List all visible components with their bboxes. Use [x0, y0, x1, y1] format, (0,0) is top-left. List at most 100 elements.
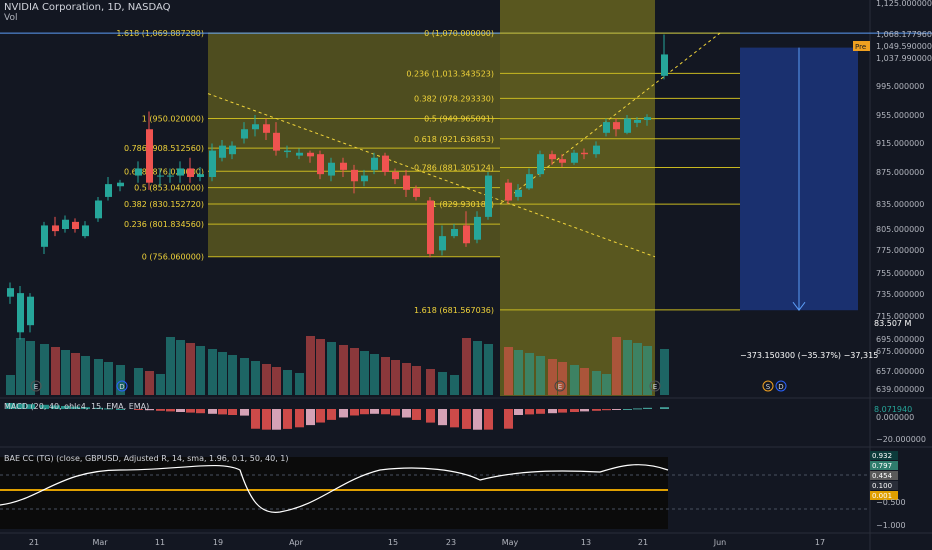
- volume-bar: [71, 353, 80, 395]
- fib-left-label: 0.786 (908.512560): [124, 144, 204, 153]
- bae-badge-text: 0.001: [872, 492, 892, 500]
- bae-signal: [0, 464, 669, 513]
- volume-bar: [145, 371, 154, 395]
- fib-right-label: 1.618 (681.567036): [414, 306, 494, 315]
- volume-bar: [61, 350, 70, 395]
- candle-body: [177, 168, 184, 176]
- volume-bar: [580, 368, 589, 395]
- candle-body: [197, 174, 204, 177]
- volume-bar: [218, 352, 227, 395]
- volume-bar: [327, 342, 336, 395]
- volume-bar: [339, 345, 348, 395]
- fib-left-label: 1 (950.020000): [142, 115, 204, 124]
- macd-zero: 0.000000: [876, 413, 914, 422]
- bae-badge: [870, 451, 898, 460]
- macd-bar: [612, 409, 621, 410]
- fib-right-label: 0 (1,070.000000): [424, 29, 494, 38]
- candle-body: [219, 145, 226, 158]
- trend-line-down: [207, 93, 656, 258]
- macd-bar: [40, 404, 49, 409]
- volume-label: Vol: [4, 13, 18, 23]
- volume-badge: 83.507 M: [874, 319, 912, 328]
- macd-bar: [462, 409, 471, 429]
- candle-body: [361, 175, 368, 182]
- candle-body: [328, 162, 335, 176]
- event-marker-text: E: [653, 383, 657, 391]
- fib-right-label: 0.786 (881.305124): [414, 164, 494, 173]
- candle-body: [296, 152, 303, 156]
- bae-badge: [870, 461, 898, 470]
- macd-bar: [71, 406, 80, 409]
- candle-body: [187, 168, 194, 177]
- volume-bar: [412, 366, 421, 395]
- fib-right-label: 0.382 (978.293330): [414, 94, 494, 103]
- price-tick: 1,037.990000: [876, 54, 932, 63]
- macd-bar: [166, 409, 175, 412]
- candle-body: [167, 175, 174, 177]
- candle-body: [559, 159, 566, 163]
- macd-bar: [412, 409, 421, 420]
- volume-bar: [196, 346, 205, 395]
- fib-right-label: 0.236 (1,013.343523): [406, 69, 494, 78]
- macd-bar: [370, 409, 379, 414]
- volume-bar: [381, 357, 390, 395]
- macd-bar: [602, 409, 611, 411]
- candle-body: [229, 145, 236, 155]
- volume-bar: [94, 359, 103, 395]
- volume-bar: [536, 356, 545, 395]
- fib-left-label: 0.618 (876.020000): [124, 167, 204, 176]
- volume-bar: [104, 362, 113, 395]
- candle-body: [307, 152, 314, 157]
- candle-body: [485, 175, 492, 217]
- event-marker-text: E: [34, 383, 38, 391]
- volume-bar: [51, 347, 60, 395]
- volume-bar: [166, 337, 175, 395]
- macd-bar: [251, 409, 260, 429]
- candle-body: [603, 122, 610, 133]
- candle-body: [382, 155, 389, 172]
- time-tick: 13: [581, 538, 591, 547]
- candle-body: [613, 122, 620, 130]
- price-tick: 639.000000: [876, 385, 924, 394]
- fib-right-box: [500, 0, 655, 396]
- candle-body: [72, 221, 79, 229]
- bae-badge-text: 0.932: [872, 452, 892, 460]
- pre-badge: [853, 41, 870, 51]
- volume-bar: [251, 361, 260, 395]
- price-tick: 915.000000: [876, 139, 924, 148]
- volume-bar: [6, 375, 15, 395]
- event-marker: [554, 380, 566, 392]
- macd-bar: [525, 409, 534, 415]
- macd-bar: [208, 409, 217, 414]
- candle-body: [451, 229, 458, 237]
- price-tick: 657.000000: [876, 367, 924, 376]
- volume-bar: [504, 347, 513, 395]
- volume-bar: [272, 367, 281, 395]
- volume-bar: [240, 358, 249, 395]
- macd-bar: [316, 409, 325, 423]
- macd-bar: [218, 409, 227, 415]
- bae-pane: [0, 457, 668, 529]
- macd-bar: [558, 409, 567, 413]
- macd-bar: [240, 409, 249, 416]
- time-tick: 19: [213, 538, 223, 547]
- bae-badge-text: 0.797: [872, 462, 892, 470]
- candle-body: [571, 152, 578, 163]
- volume-bar: [208, 349, 217, 395]
- time-tick: May: [502, 538, 519, 547]
- macd-bar: [548, 409, 557, 414]
- fib-left-label: 0.382 (830.152720): [124, 200, 204, 209]
- bae-axis: −1.000: [876, 521, 906, 530]
- price-tick: 735.000000: [876, 290, 924, 299]
- fib-right-label: 0.618 (921.636853): [414, 135, 494, 144]
- price-tick: 715.000000: [876, 312, 924, 321]
- candle-body: [526, 174, 533, 189]
- volume-bar: [306, 336, 315, 395]
- candle-body: [146, 129, 153, 183]
- time-tick: 21: [638, 538, 648, 547]
- event-marker-text: E: [558, 383, 562, 391]
- macd-bar: [633, 408, 642, 410]
- event-marker: [775, 380, 787, 392]
- volume-bar: [360, 351, 369, 395]
